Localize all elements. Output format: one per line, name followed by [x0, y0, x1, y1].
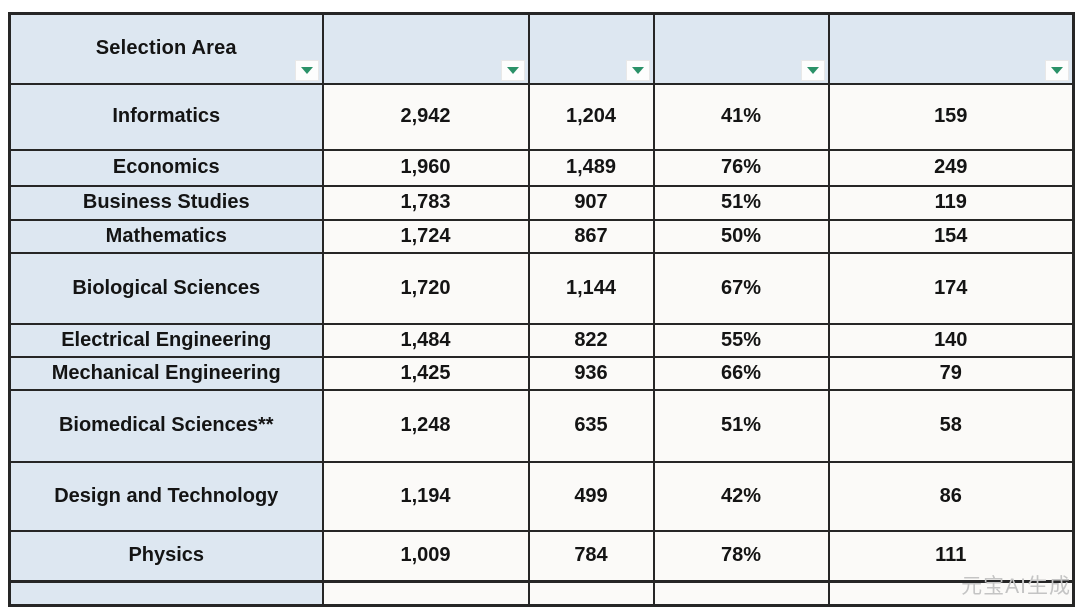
filter-dropdown-icon	[806, 66, 819, 74]
value-cell[interactable]: 42%	[652, 460, 830, 532]
partial-value-cell[interactable]	[321, 580, 530, 607]
value-cell[interactable]: 1,720	[321, 251, 530, 325]
selection-area-table: Selection Area	[8, 12, 1075, 607]
value-cell[interactable]: 111	[827, 529, 1075, 583]
value-cell[interactable]: 1,724	[321, 218, 530, 254]
table-row: Informatics 2,942 1,204 41% 159	[8, 82, 1075, 151]
value-cell[interactable]: 936	[527, 355, 655, 391]
area-cell[interactable]: Informatics	[8, 82, 324, 151]
value-cell[interactable]: 119	[827, 184, 1075, 221]
area-cell[interactable]: Physics	[8, 529, 324, 583]
value-cell[interactable]: 55%	[652, 322, 830, 358]
value-cell[interactable]: 159	[827, 82, 1075, 151]
table-body: Informatics 2,942 1,204 41% 159 Economic…	[8, 82, 1075, 607]
table-row: Economics 1,960 1,489 76% 249	[8, 148, 1075, 187]
filter-dropdown-icon	[631, 66, 644, 74]
table-row: Design and Technology 1,194 499 42% 86	[8, 460, 1075, 532]
partial-row	[8, 580, 1075, 607]
value-cell[interactable]: 41%	[652, 82, 830, 151]
value-cell[interactable]: 66%	[652, 355, 830, 391]
value-cell[interactable]: 78%	[652, 529, 830, 583]
filter-dropdown-icon	[1051, 66, 1063, 74]
value-cell[interactable]: 51%	[652, 388, 830, 463]
filter-dropdown-button[interactable]	[500, 59, 525, 81]
value-cell[interactable]: 58	[827, 388, 1075, 463]
filter-dropdown-icon	[300, 66, 313, 74]
header-cell-selection-area: Selection Area	[8, 12, 324, 85]
area-cell[interactable]: Biological Sciences	[8, 251, 324, 325]
value-cell[interactable]: 907	[527, 184, 655, 221]
area-cell[interactable]: Mathematics	[8, 218, 324, 254]
value-cell[interactable]: 1,009	[321, 529, 530, 583]
value-cell[interactable]: 50%	[652, 218, 830, 254]
area-cell[interactable]: Mechanical Engineering	[8, 355, 324, 391]
partial-value-cell[interactable]	[652, 580, 830, 607]
area-cell[interactable]: Economics	[8, 148, 324, 187]
filtered-table: Selection Area	[8, 12, 1075, 607]
partial-value-cell[interactable]	[827, 580, 1075, 607]
table-row: Electrical Engineering 1,484 822 55% 140	[8, 322, 1075, 358]
value-cell[interactable]: 1,484	[321, 322, 530, 358]
value-cell[interactable]: 1,248	[321, 388, 530, 463]
table-row: Physics 1,009 784 78% 111	[8, 529, 1075, 583]
header-row: Selection Area	[8, 12, 1075, 85]
table-row: Biomedical Sciences** 1,248 635 51% 58	[8, 388, 1075, 463]
table-row: Business Studies 1,783 907 51% 119	[8, 184, 1075, 221]
value-cell[interactable]: 76%	[652, 148, 830, 187]
value-cell[interactable]: 1,144	[527, 251, 655, 325]
area-cell[interactable]: Business Studies	[8, 184, 324, 221]
value-cell[interactable]: 1,425	[321, 355, 530, 391]
value-cell[interactable]: 140	[827, 322, 1075, 358]
value-cell[interactable]: 86	[827, 460, 1075, 532]
header-cell-col2	[321, 12, 530, 85]
value-cell[interactable]: 867	[527, 218, 655, 254]
value-cell[interactable]: 2,942	[321, 82, 530, 151]
partial-value-cell[interactable]	[527, 580, 655, 607]
value-cell[interactable]: 67%	[652, 251, 830, 325]
value-cell[interactable]: 1,204	[527, 82, 655, 151]
area-cell[interactable]: Design and Technology	[8, 460, 324, 532]
value-cell[interactable]: 154	[827, 218, 1075, 254]
value-cell[interactable]: 249	[827, 148, 1075, 187]
value-cell[interactable]: 1,783	[321, 184, 530, 221]
filter-dropdown-icon	[506, 66, 519, 74]
value-cell[interactable]: 822	[527, 322, 655, 358]
table-row: Biological Sciences 1,720 1,144 67% 174	[8, 251, 1075, 325]
value-cell[interactable]: 51%	[652, 184, 830, 221]
filter-dropdown-button[interactable]	[625, 59, 650, 81]
filter-dropdown-button[interactable]	[294, 59, 319, 81]
selection-area-header-label: Selection Area	[95, 37, 237, 60]
area-cell[interactable]: Electrical Engineering	[8, 322, 324, 358]
value-cell[interactable]: 79	[827, 355, 1075, 391]
table-row: Mechanical Engineering 1,425 936 66% 79	[8, 355, 1075, 391]
partial-area-cell[interactable]	[8, 580, 324, 607]
value-cell[interactable]: 635	[527, 388, 655, 463]
value-cell[interactable]: 174	[827, 251, 1075, 325]
header-cell-col5	[827, 12, 1075, 85]
filter-dropdown-button[interactable]	[800, 59, 825, 81]
value-cell[interactable]: 1,489	[527, 148, 655, 187]
value-cell[interactable]: 784	[527, 529, 655, 583]
filter-dropdown-button[interactable]	[1045, 59, 1069, 81]
area-cell[interactable]: Biomedical Sciences**	[8, 388, 324, 463]
table-row: Mathematics 1,724 867 50% 154	[8, 218, 1075, 254]
header-cell-col3	[527, 12, 655, 85]
value-cell[interactable]: 1,194	[321, 460, 530, 532]
value-cell[interactable]: 1,960	[321, 148, 530, 187]
header-cell-col4	[652, 12, 830, 85]
value-cell[interactable]: 499	[527, 460, 655, 532]
